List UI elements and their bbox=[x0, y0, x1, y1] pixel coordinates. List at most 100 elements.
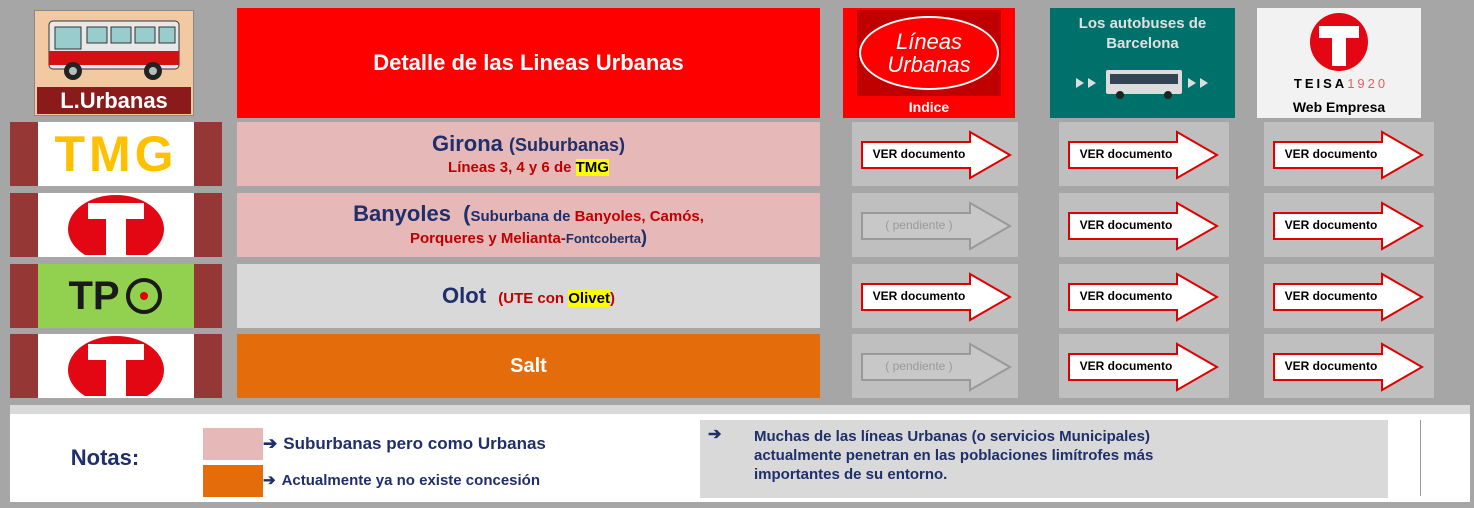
line-text: Olot (UTE con Olivet) bbox=[442, 283, 615, 309]
arrow bbox=[1068, 342, 1220, 392]
button-label: VER documento bbox=[1079, 289, 1173, 303]
line-text: Porqueres y Melianta-Fontcoberta) bbox=[410, 227, 647, 249]
bus-logo[interactable]: L.Urbanas bbox=[34, 10, 194, 116]
arrow-shape bbox=[861, 342, 1013, 392]
text-part: ) bbox=[609, 289, 615, 307]
text-part: Salt bbox=[510, 355, 547, 377]
logo-label: L.Urbanas bbox=[37, 87, 191, 114]
teisa-brand: TEISA1920 bbox=[1271, 76, 1411, 91]
button-cell[interactable]: VER documento bbox=[1264, 334, 1434, 398]
button-cell[interactable]: VER documento bbox=[1264, 122, 1434, 186]
text-part: TMG bbox=[575, 158, 609, 176]
arrow-shape bbox=[1068, 342, 1220, 392]
note-arrow: ➔ bbox=[708, 426, 722, 443]
logo-text: TMG bbox=[54, 126, 178, 182]
note-divider bbox=[1420, 420, 1421, 496]
line-cell: Banyoles (Suburbana de Banyoles, Camós, P… bbox=[237, 193, 820, 257]
button-cell[interactable]: VER documento bbox=[1059, 264, 1229, 328]
arrow bbox=[1068, 272, 1220, 322]
line-cell: Olot (UTE con Olivet) bbox=[237, 264, 820, 328]
text-part: Girona bbox=[431, 131, 509, 157]
button-label: VER documento bbox=[1079, 218, 1173, 232]
line-text: Salt bbox=[510, 354, 547, 378]
button-label: VER documento bbox=[872, 289, 966, 303]
barcelona-bus bbox=[1076, 70, 1208, 99]
arrow bbox=[861, 130, 1013, 180]
button-cell[interactable]: VER documento bbox=[852, 264, 1018, 328]
barcelona-link[interactable]: Los autobuses de Barcelona bbox=[1050, 8, 1235, 118]
dot bbox=[139, 292, 148, 300]
button-cell[interactable]: VER documento bbox=[1059, 193, 1229, 257]
text-part: Olivet bbox=[568, 289, 610, 307]
button-cell[interactable]: VER documento bbox=[1264, 264, 1434, 328]
logo-symbol bbox=[125, 278, 162, 314]
t-logo bbox=[68, 336, 164, 396]
notes-label: Notas: bbox=[70, 445, 140, 470]
teisa-name: TEISA bbox=[1293, 76, 1348, 91]
barcelona-text: Los autobuses de Barcelona bbox=[1050, 12, 1235, 56]
arrow bbox=[1068, 201, 1220, 251]
button-cell[interactable]: VER documento bbox=[1059, 122, 1229, 186]
operator-logo[interactable] bbox=[38, 334, 194, 398]
legend-item: ➔ Suburbanas pero como Urbanas bbox=[263, 434, 546, 454]
bus-icon bbox=[48, 20, 180, 80]
operator-logo[interactable] bbox=[38, 193, 194, 257]
index-line: Urbanas bbox=[887, 52, 971, 77]
operator-logo[interactable]: TP bbox=[38, 264, 194, 328]
button-label: VER documento bbox=[1284, 359, 1378, 373]
button-cell[interactable]: VER documento bbox=[852, 122, 1018, 186]
line-cell: Salt bbox=[237, 334, 820, 398]
arrow bbox=[861, 272, 1013, 322]
arrow-shape bbox=[1068, 272, 1220, 322]
legend-arrow: ➔ bbox=[263, 472, 276, 489]
operator-logo[interactable]: TMG bbox=[38, 122, 194, 186]
arrow bbox=[1068, 130, 1220, 180]
arrow-shape bbox=[1273, 201, 1425, 251]
t-logo bbox=[68, 195, 164, 255]
index-line: Líneas bbox=[895, 28, 963, 54]
logo-cell: TMG bbox=[10, 122, 222, 186]
arrow bbox=[1273, 201, 1425, 251]
line-text: Líneas 3, 4 y 6 de TMG bbox=[448, 158, 609, 177]
button-label: VER documento bbox=[1284, 218, 1378, 232]
logo-cell: L.Urbanas bbox=[10, 8, 222, 118]
barcelona-line: Los autobuses de bbox=[1078, 14, 1207, 32]
text-part: Porqueres y Melianta- bbox=[409, 230, 566, 248]
company-link[interactable]: TEISA1920 Web Empresa bbox=[1257, 8, 1421, 118]
legend-item: ➔ Actualmente ya no existe concesión bbox=[263, 471, 540, 489]
legend-text: Suburbanas pero como Urbanas bbox=[283, 434, 546, 453]
arrow bbox=[861, 201, 1013, 251]
line-text: Girona (Suburbanas) bbox=[432, 131, 625, 157]
teisa-logo bbox=[1310, 13, 1368, 71]
arrow bbox=[1273, 272, 1425, 322]
logo-text: TP bbox=[68, 273, 120, 318]
note-text: Muchas de las líneas Urbanas (o servicio… bbox=[754, 428, 1154, 483]
legend-swatch bbox=[203, 465, 263, 497]
teisa-year: 1920 bbox=[1347, 76, 1389, 91]
index-link[interactable]: Líneas Urbanas Indice bbox=[843, 8, 1015, 118]
button-cell[interactable]: VER documento bbox=[1264, 193, 1434, 257]
text-part: Banyoles ( bbox=[353, 201, 471, 226]
button-cell[interactable]: VER documento bbox=[1059, 334, 1229, 398]
index-caption: Indice bbox=[908, 99, 950, 115]
separator bbox=[10, 405, 1470, 414]
button-label: VER documento bbox=[1079, 147, 1173, 161]
t-shape bbox=[88, 344, 144, 396]
legend-arrow: ➔ bbox=[263, 434, 278, 453]
button-label: VER documento bbox=[1284, 289, 1378, 303]
arrow-shape bbox=[1068, 130, 1220, 180]
barcelona-line: Barcelona bbox=[1106, 35, 1179, 52]
button-cell[interactable]: ( pendiente ) bbox=[852, 193, 1018, 257]
button-cell[interactable]: ( pendiente ) bbox=[852, 334, 1018, 398]
arrow bbox=[1273, 342, 1425, 392]
index-badge: Líneas Urbanas bbox=[857, 10, 1001, 96]
logo-cell bbox=[10, 193, 222, 257]
note-box: ➔ Muchas de las líneas Urbanas (o servic… bbox=[700, 420, 1388, 498]
t-shape bbox=[88, 203, 144, 255]
company-caption: Web Empresa bbox=[1292, 99, 1386, 115]
line-text: Banyoles (Suburbana de Banyoles, Camós, bbox=[353, 201, 704, 227]
text-part: Olot bbox=[442, 282, 499, 308]
